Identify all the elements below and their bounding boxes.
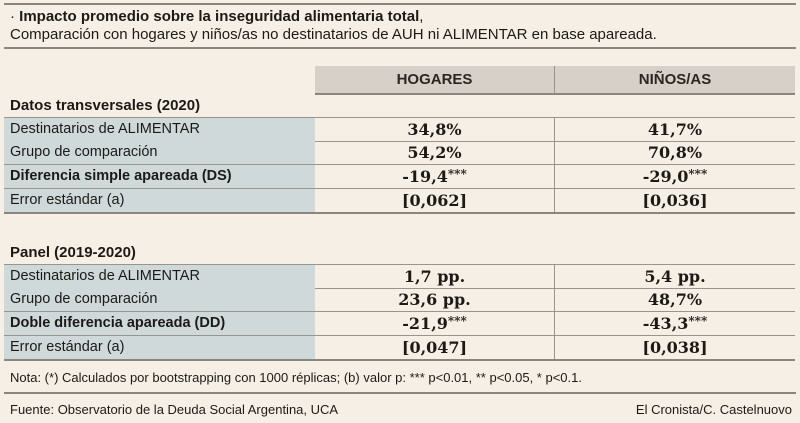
page-title: · Impacto promedio sobre la inseguridad … bbox=[10, 8, 657, 44]
table-row: Destinatarios de ALIMENTAR 34,8% 41,7% bbox=[4, 117, 795, 142]
value: 48,7% bbox=[647, 290, 703, 309]
significance-stars: *** bbox=[688, 314, 708, 328]
title-bold: Impacto promedio sobre la inseguridad al… bbox=[19, 8, 420, 25]
row-label: Diferencia simple apareada (DS) bbox=[4, 165, 315, 188]
row-label: Grupo de comparación bbox=[4, 288, 315, 311]
value: 54,2% bbox=[407, 143, 462, 162]
table-row: Destinatarios de ALIMENTAR 1,7 pp. 5,4 pp. bbox=[4, 264, 795, 289]
table-row: Doble diferencia apareada (DD) -21,9*** -4… bbox=[4, 312, 795, 336]
value: -29,0 bbox=[642, 167, 689, 186]
row-label: Error estándar (a) bbox=[4, 336, 315, 359]
row-label: Destinatarios de ALIMENTAR bbox=[4, 265, 315, 288]
source: Fuente: Observatorio de la Deuda Social … bbox=[10, 402, 339, 417]
value-cell: [0,047] bbox=[315, 336, 555, 359]
credit: El Cronista/C. Castelnuovo bbox=[635, 402, 792, 417]
value: 34,8% bbox=[407, 120, 462, 139]
value-cell: -21,9*** bbox=[315, 312, 555, 335]
value: 5,4 pp. bbox=[644, 267, 706, 286]
value-cell: 54,2% bbox=[315, 141, 555, 164]
value-cell: 5,4 pp. bbox=[555, 265, 795, 288]
table-row: Grupo de comparación 23,6 pp. 48,7% bbox=[4, 288, 795, 312]
table-row: Diferencia simple apareada (DS) -19,4*** -… bbox=[4, 165, 795, 189]
value: -43,3 bbox=[642, 314, 689, 333]
note: Nota: (*) Calculados por bootstrapping c… bbox=[10, 370, 582, 385]
value: -21,9 bbox=[402, 314, 448, 333]
value: [0,047] bbox=[401, 338, 468, 357]
value-cell: -29,0*** bbox=[555, 165, 795, 188]
row-label: Destinatarios de ALIMENTAR bbox=[4, 118, 315, 141]
value-cell: -43,3*** bbox=[555, 312, 795, 335]
value-cell: -19,4*** bbox=[315, 165, 555, 188]
section-title: Datos transversales (2020) bbox=[10, 97, 201, 114]
value-cell: 23,6 pp. bbox=[315, 288, 555, 311]
value: 41,7% bbox=[647, 120, 703, 139]
footer-rule bbox=[4, 392, 796, 394]
value-cell: [0,062] bbox=[315, 189, 555, 212]
value-cell: 48,7% bbox=[555, 288, 795, 311]
table-row: Error estándar (a) [0,062] [0,036] bbox=[4, 189, 795, 214]
significance-stars: *** bbox=[447, 167, 467, 181]
column-header-ninos: NIÑOS/AS bbox=[555, 66, 795, 95]
table-row: Error estándar (a) [0,047] [0,038] bbox=[4, 336, 795, 361]
value-cell: 1,7 pp. bbox=[315, 265, 555, 288]
significance-stars: *** bbox=[447, 314, 467, 328]
table-row: Grupo de comparación 54,2% 70,8% bbox=[4, 141, 795, 165]
significance-stars: *** bbox=[688, 167, 708, 181]
column-header-hogares: HOGARES bbox=[315, 66, 555, 95]
value-cell: [0,036] bbox=[555, 189, 795, 212]
value: -19,4 bbox=[402, 167, 448, 186]
value: 70,8% bbox=[647, 143, 703, 162]
value: [0,036] bbox=[642, 191, 708, 210]
value-cell: [0,038] bbox=[555, 336, 795, 359]
subtitle: Comparación con hogares y niños/as no de… bbox=[10, 26, 657, 43]
value-cell: 41,7% bbox=[555, 118, 795, 141]
value: [0,038] bbox=[642, 338, 708, 357]
top-rule bbox=[4, 3, 796, 5]
title-rest: , bbox=[419, 8, 424, 25]
value-cell: 70,8% bbox=[555, 141, 795, 164]
row-label: Error estándar (a) bbox=[4, 189, 315, 212]
row-label: Doble diferencia apareada (DD) bbox=[4, 312, 315, 335]
value: 23,6 pp. bbox=[398, 290, 471, 309]
value-cell: 34,8% bbox=[315, 118, 555, 141]
section-title: Panel (2019-2020) bbox=[10, 244, 136, 261]
bullet: · bbox=[10, 8, 20, 25]
value: 1,7 pp. bbox=[403, 267, 466, 286]
row-label: Grupo de comparación bbox=[4, 141, 315, 164]
value: [0,062] bbox=[401, 191, 468, 210]
title-rule bbox=[4, 47, 796, 49]
